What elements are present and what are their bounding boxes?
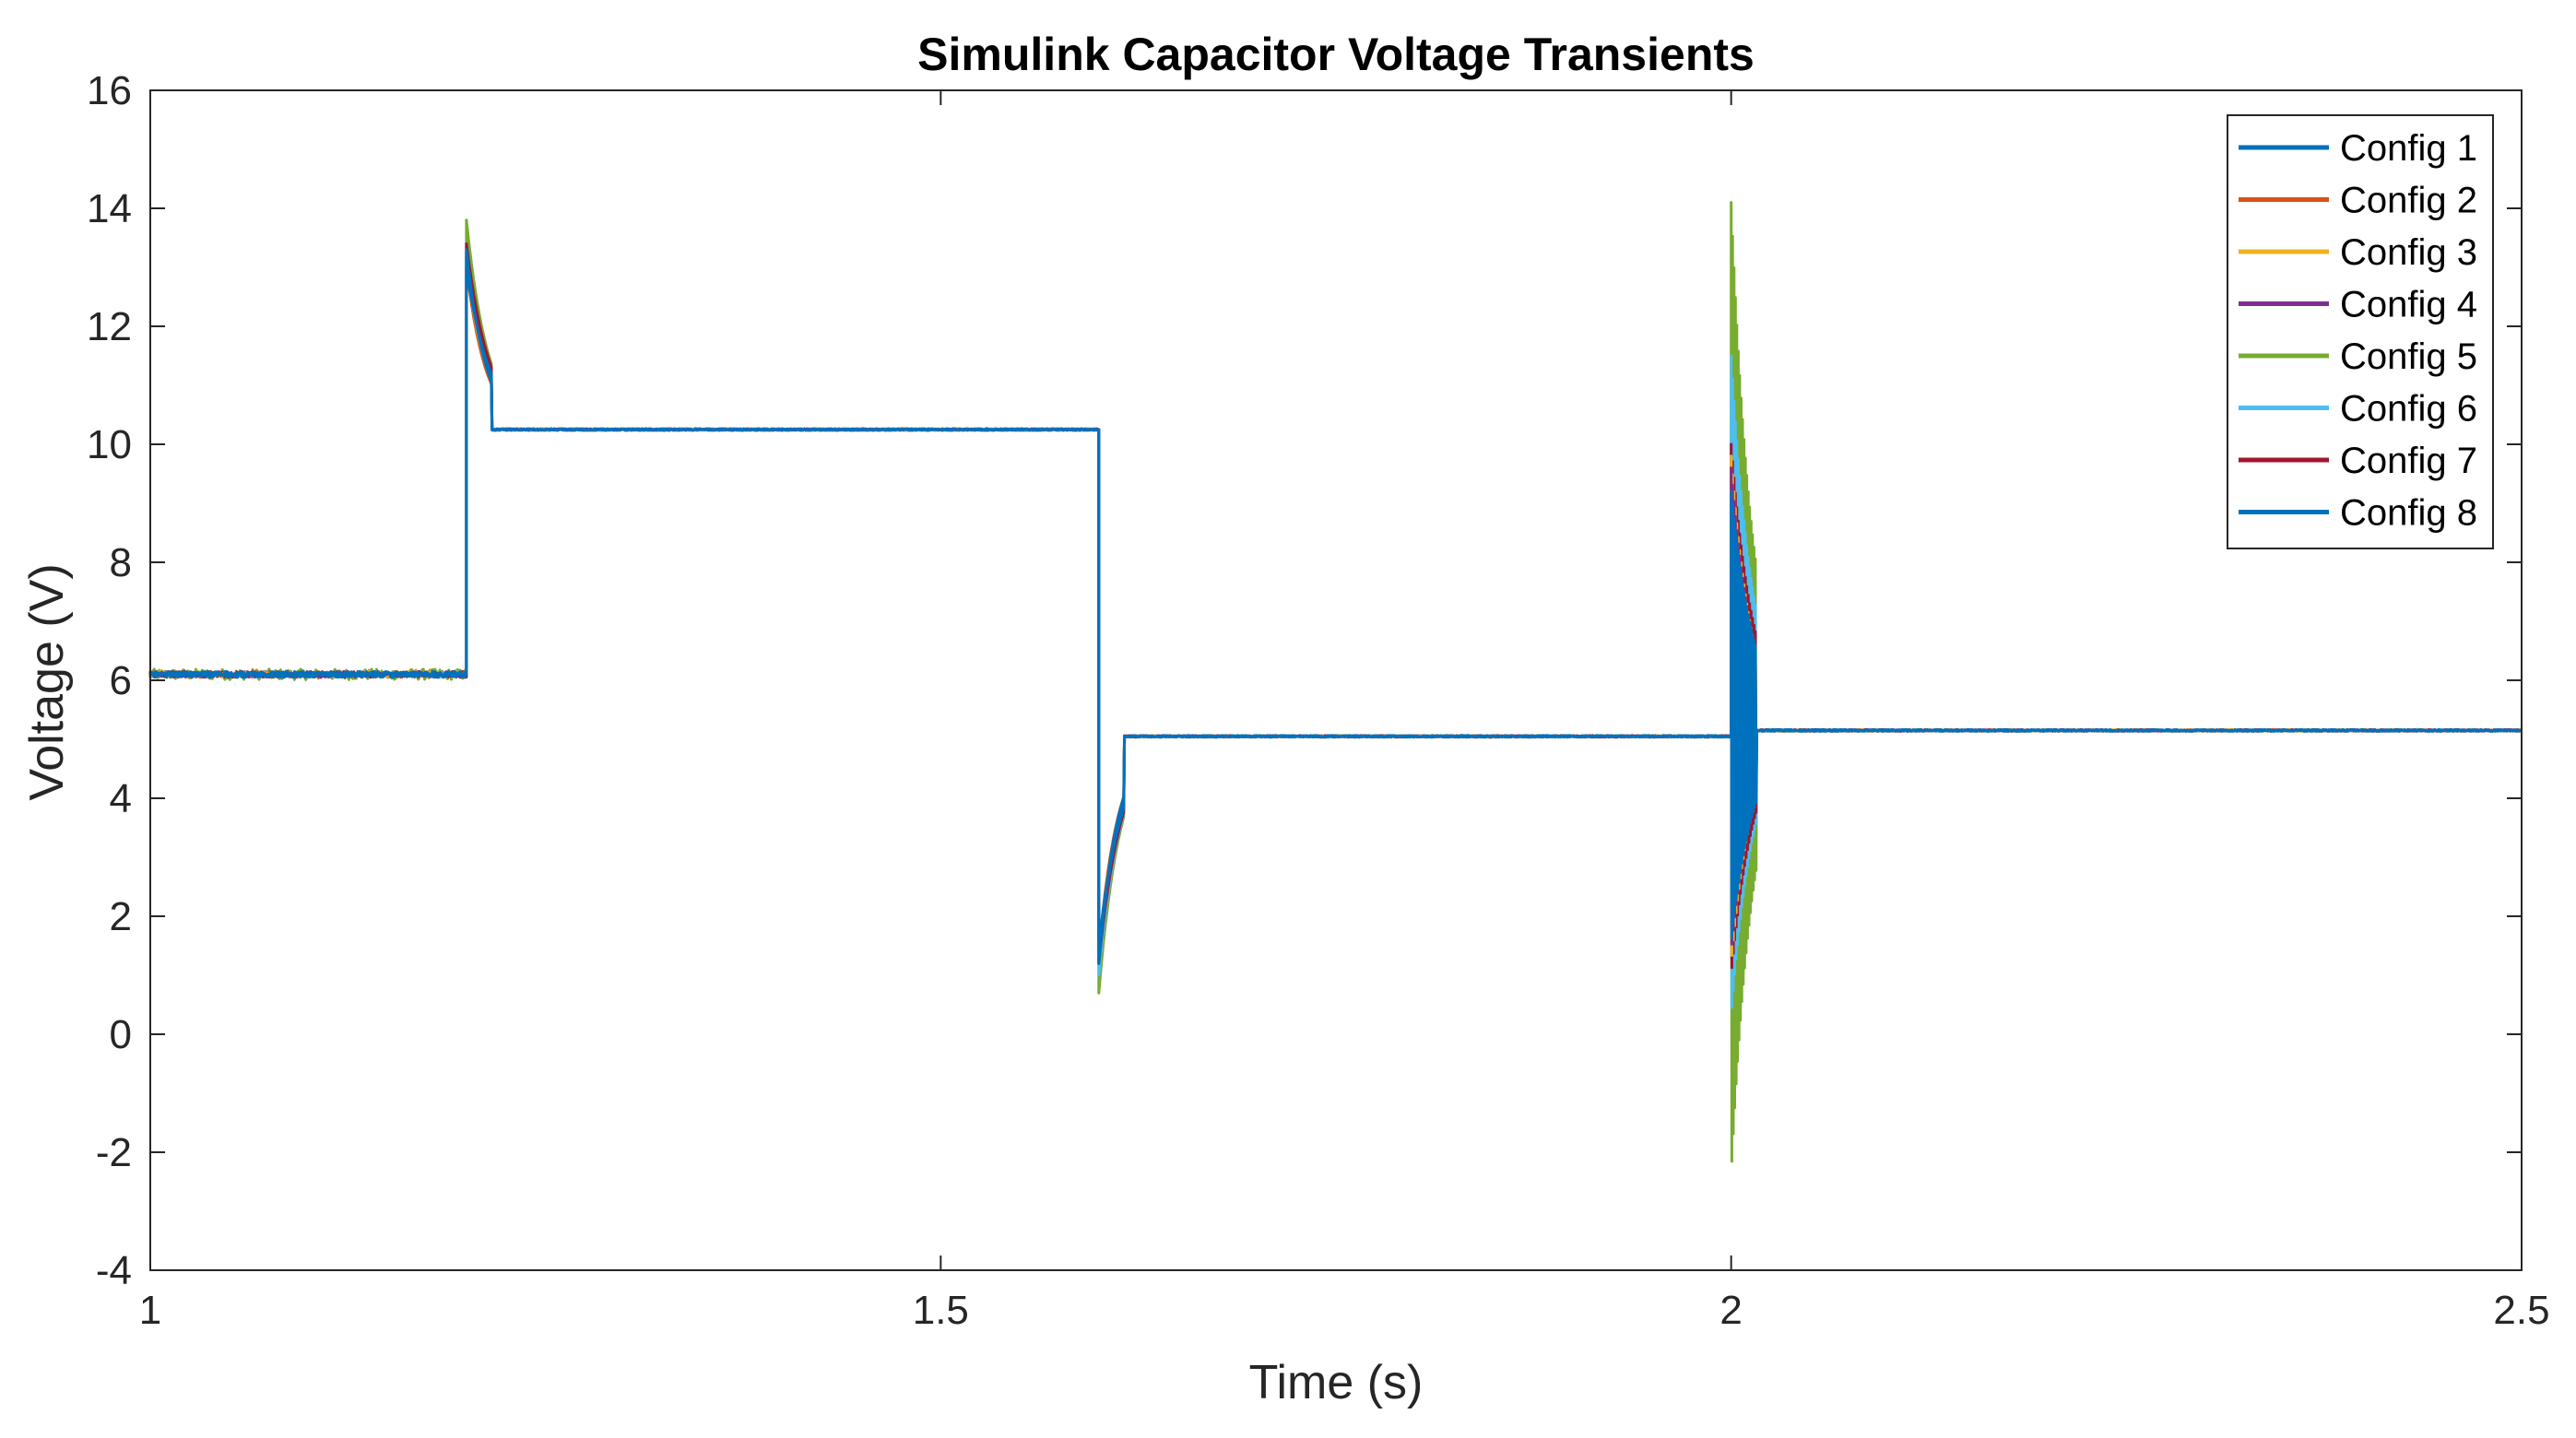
legend-box (2227, 114, 2494, 549)
y-tick-label: 8 (110, 540, 132, 585)
y-tick-label: 10 (87, 422, 132, 467)
legend-entry-label: Config 4 (2340, 285, 2477, 325)
y-tick-label: -2 (96, 1130, 132, 1175)
legend-entry-label: Config 5 (2340, 336, 2477, 377)
y-tick-label: 0 (110, 1012, 132, 1057)
y-tick-label: -4 (96, 1248, 132, 1293)
y-tick-label: 14 (87, 186, 132, 231)
plot-frame (149, 89, 2523, 1271)
x-tick-label: 1 (139, 1288, 161, 1333)
x-axis-label: Time (s) (1249, 1356, 1424, 1409)
y-tick-label: 16 (87, 68, 132, 113)
x-tick-label: 2.5 (2493, 1288, 2549, 1333)
legend-entry-label: Config 7 (2340, 441, 2477, 481)
tick-label-layer: 1 1.5 2 2.5 -4 -2 0 2 4 6 8 10 12 14 16 (87, 68, 2550, 1333)
x-tick-label: 2 (1719, 1288, 1742, 1333)
y-axis-label: Voltage (V) (20, 563, 74, 800)
series-layer (148, 201, 2523, 1163)
chart-title: Simulink Capacitor Voltage Transients (917, 29, 1755, 80)
legend: Config 1 Config 2 Config 3 Config 4 Config 5… (2227, 114, 2494, 549)
legend-entry-label: Config 6 (2340, 389, 2477, 430)
y-tick-label: 4 (110, 776, 132, 821)
legend-entry-label: Config 8 (2340, 493, 2477, 534)
y-tick-label: 6 (110, 658, 132, 703)
y-tick-label: 12 (87, 304, 132, 349)
plot-area (150, 90, 2522, 1270)
legend-entry-label: Config 2 (2340, 181, 2477, 221)
legend-entry-label: Config 3 (2340, 232, 2477, 273)
legend-entry-label: Config 1 (2340, 128, 2477, 169)
series-line-config-8 (148, 265, 2523, 948)
x-tick-label: 1.5 (913, 1288, 969, 1333)
y-tick-label: 2 (110, 894, 132, 939)
